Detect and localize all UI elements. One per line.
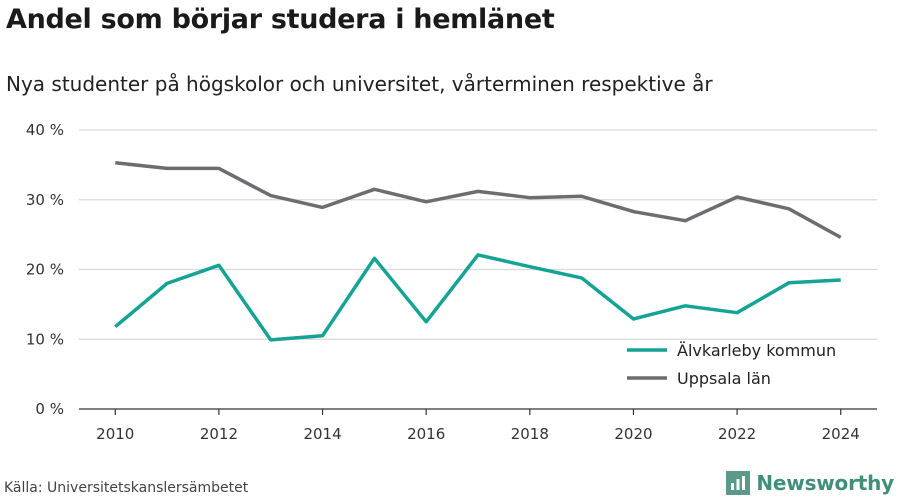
chart-subtitle: Nya studenter på högskolor och universit… <box>6 72 713 96</box>
x-tick-label: 2014 <box>303 425 341 443</box>
y-tick-label: 10 % <box>26 330 64 348</box>
brand: Newsworthy <box>726 469 894 497</box>
y-tick-label: 40 % <box>26 121 64 139</box>
y-tick-label: 20 % <box>26 261 64 279</box>
chart-title: Andel som börjar studera i hemlänet <box>6 4 555 35</box>
series-line-uppsala <box>115 161 842 239</box>
x-tick-label: 2010 <box>96 425 134 443</box>
brand-name: Newsworthy <box>756 471 894 495</box>
x-tick-label: 2018 <box>511 425 549 443</box>
newsworthy-logo-icon <box>726 471 751 495</box>
x-tick-label: 2024 <box>822 425 860 443</box>
x-tick-label: 2016 <box>407 425 445 443</box>
source-note: Källa: Universitetskanslersämbetet <box>4 480 249 496</box>
y-tick-label: 0 % <box>35 400 64 418</box>
series-line-alvkarleby <box>114 253 841 342</box>
line-chart: 0 % 10 % 20 % 30 % 40 % 2010 2012 2014 2016 2018 2… <box>26 121 877 443</box>
x-tick-label: 2022 <box>718 425 756 443</box>
x-tick-label: 2020 <box>614 425 652 443</box>
legend-label: Uppsala län <box>677 369 771 388</box>
x-tick-label: 2012 <box>200 425 238 443</box>
legend-label: Älvkarleby kommun <box>677 341 836 360</box>
y-tick-label: 30 % <box>26 191 64 209</box>
